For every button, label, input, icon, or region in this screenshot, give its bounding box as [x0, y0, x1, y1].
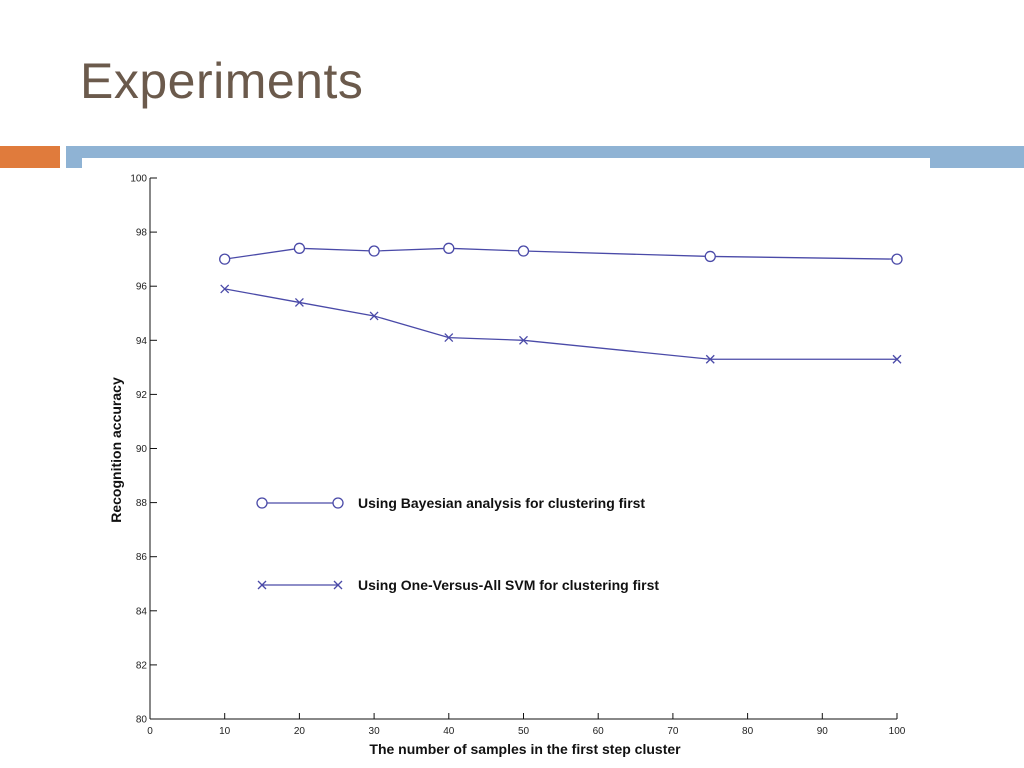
y-tick-label: 86: [136, 552, 148, 563]
x-tick-label: 70: [667, 726, 679, 737]
data-point-1: [891, 253, 903, 265]
chart-series: [219, 242, 903, 364]
x-tick-label: 50: [518, 726, 530, 737]
legend-marker: [332, 497, 344, 509]
slide-title: Experiments: [80, 53, 364, 109]
data-point-1: [368, 245, 380, 257]
data-point-1: [293, 242, 306, 254]
x-tick-label: 0: [147, 726, 153, 737]
x-tick-label: 100: [889, 726, 906, 737]
data-point-2: [892, 354, 902, 364]
chart-legend: Using Bayesian analysis for clustering f…: [256, 495, 659, 593]
data-point-1: [443, 242, 455, 254]
y-tick-label: 80: [136, 715, 148, 726]
x-tick-label: 30: [369, 726, 381, 737]
x-tick-label: 10: [219, 726, 231, 737]
legend-marker: [256, 497, 268, 509]
accent-bar-orange: [0, 146, 60, 168]
y-tick-label: 100: [130, 174, 147, 185]
data-point-2: [444, 333, 454, 343]
data-point-2: [705, 354, 715, 364]
data-point-1: [517, 245, 530, 257]
legend-label: Using One-Versus-All SVM for clustering …: [358, 577, 659, 593]
x-tick-label: 40: [443, 726, 455, 737]
y-tick-label: 92: [136, 390, 148, 401]
x-tick-label: 20: [294, 726, 306, 737]
y-tick-label: 88: [136, 498, 148, 509]
x-axis-title: The number of samples in the first step …: [369, 741, 681, 757]
data-point-2: [294, 297, 304, 307]
legend-marker: [257, 580, 267, 590]
chart-ticks: 80 82 84 86 88 90 92 94 96 98 100 0 10 20 30 40 50 60 70 80…: [130, 174, 905, 738]
y-tick-label: 98: [136, 228, 148, 239]
legend-item-1: Using Bayesian analysis for clustering f…: [256, 495, 645, 511]
series-line-1: [224, 247, 898, 260]
legend-item-2: Using One-Versus-All SVM for clustering …: [257, 577, 659, 593]
chart-axes: [149, 178, 897, 720]
data-point-1: [704, 250, 716, 263]
y-tick-label: 90: [136, 444, 148, 455]
y-tick-label: 94: [136, 336, 148, 347]
y-tick-label: 82: [136, 660, 148, 671]
series-line-2: [224, 288, 897, 360]
x-tick-label: 60: [593, 726, 605, 737]
data-point-1: [219, 253, 231, 265]
x-tick-label: 90: [817, 726, 829, 737]
y-tick-label: 84: [136, 606, 148, 617]
data-point-2: [220, 284, 230, 294]
data-point-2: [369, 311, 379, 321]
legend-label: Using Bayesian analysis for clustering f…: [358, 495, 645, 511]
data-point-2: [519, 335, 528, 345]
y-tick-label: 96: [136, 282, 148, 293]
y-axis-title: Recognition accuracy: [108, 377, 124, 523]
legend-marker: [333, 580, 343, 590]
x-tick-label: 80: [742, 726, 754, 737]
